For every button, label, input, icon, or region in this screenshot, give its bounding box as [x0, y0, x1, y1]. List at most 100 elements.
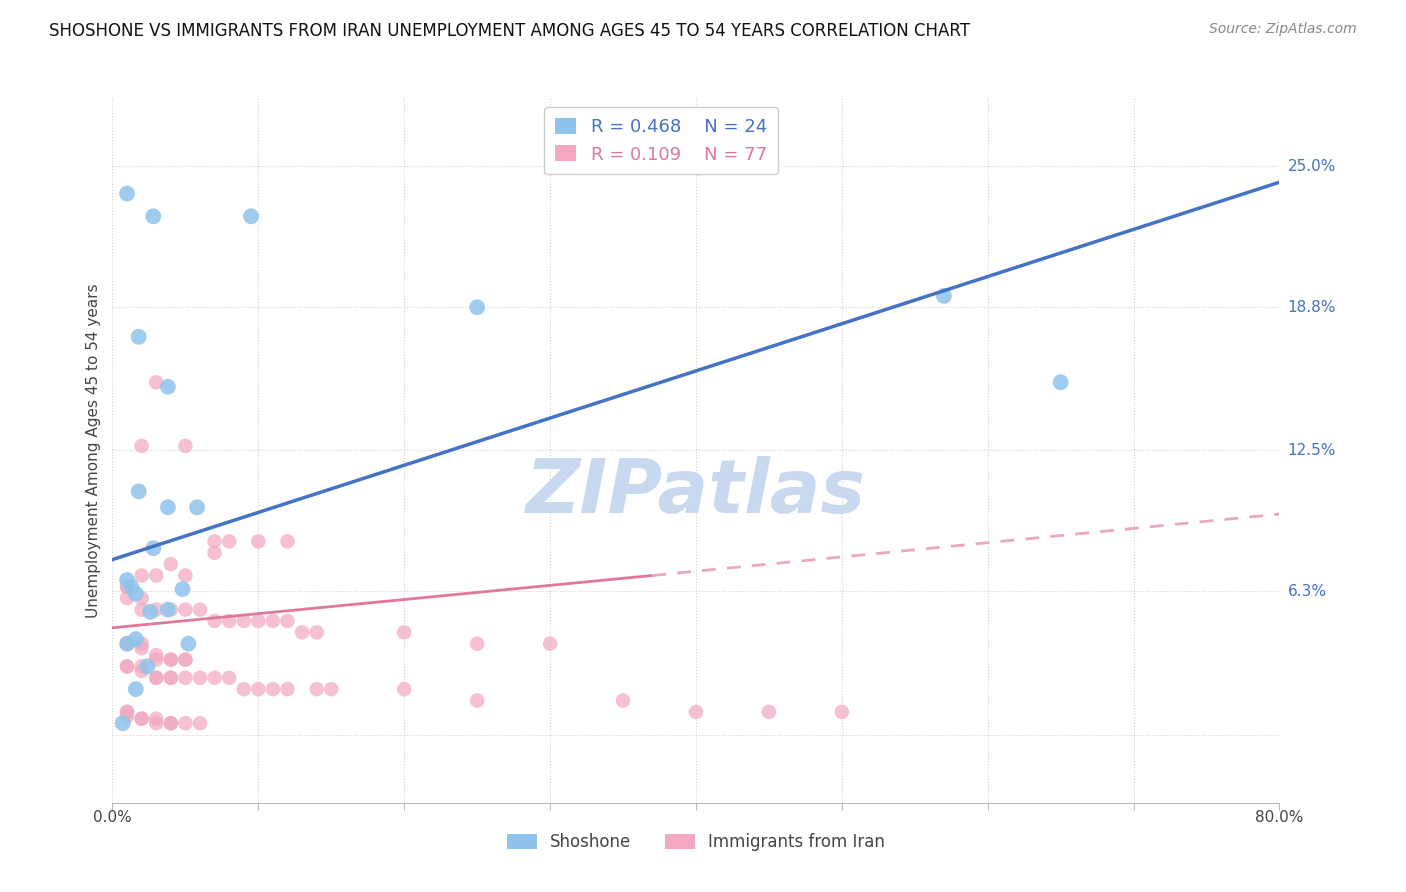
Text: 80.0%: 80.0% [1256, 810, 1303, 824]
Point [139, 605, 162, 619]
Point [115, 659, 138, 673]
Point [131, 664, 153, 678]
Point [156, 380, 179, 394]
Point [188, 671, 211, 685]
Text: Source: ZipAtlas.com: Source: ZipAtlas.com [1209, 22, 1357, 37]
Legend: Shoshone, Immigrants from Iran: Shoshone, Immigrants from Iran [501, 827, 891, 858]
Point [204, 671, 226, 685]
Point [115, 705, 138, 719]
Point [174, 652, 197, 666]
Point [177, 637, 200, 651]
Point [136, 659, 159, 673]
Point [131, 439, 153, 453]
Point [145, 648, 167, 662]
Point [612, 693, 634, 707]
Point [218, 614, 240, 628]
Point [131, 712, 153, 726]
Point [160, 557, 183, 571]
Point [142, 541, 165, 556]
Point [174, 602, 197, 616]
Point [262, 614, 284, 628]
Point [174, 568, 197, 582]
Point [160, 671, 183, 685]
Point [156, 602, 179, 616]
Point [831, 705, 853, 719]
Point [186, 500, 208, 515]
Point [145, 671, 167, 685]
Point [204, 614, 226, 628]
Point [160, 602, 183, 616]
Point [758, 705, 780, 719]
Point [145, 376, 167, 390]
Point [145, 602, 167, 616]
Point [115, 573, 138, 587]
Y-axis label: Unemployment Among Ages 45 to 54 years: Unemployment Among Ages 45 to 54 years [86, 283, 101, 618]
Point [262, 682, 284, 697]
Point [160, 716, 183, 731]
Point [160, 671, 183, 685]
Point [131, 712, 153, 726]
Point [115, 637, 138, 651]
Point [240, 210, 263, 224]
Text: 6.3%: 6.3% [1288, 584, 1327, 599]
Point [465, 693, 488, 707]
Point [120, 580, 142, 594]
Point [204, 534, 226, 549]
Point [174, 652, 197, 666]
Point [160, 652, 183, 666]
Point [394, 682, 416, 697]
Point [145, 568, 167, 582]
Text: 0.0%: 0.0% [93, 810, 132, 824]
Point [128, 484, 150, 499]
Point [188, 602, 211, 616]
Point [160, 716, 183, 731]
Point [465, 637, 488, 651]
Point [145, 671, 167, 685]
Point [204, 546, 226, 560]
Point [932, 289, 955, 303]
Text: 25.0%: 25.0% [1288, 159, 1336, 174]
Point [276, 534, 298, 549]
Point [115, 591, 138, 606]
Point [465, 300, 488, 314]
Point [115, 709, 138, 723]
Point [188, 716, 211, 731]
Point [538, 637, 561, 651]
Point [174, 439, 197, 453]
Point [305, 625, 328, 640]
Point [145, 652, 167, 666]
Point [131, 637, 153, 651]
Point [128, 330, 150, 344]
Point [131, 591, 153, 606]
Point [218, 671, 240, 685]
Point [160, 652, 183, 666]
Text: SHOSHONE VS IMMIGRANTS FROM IRAN UNEMPLOYMENT AMONG AGES 45 TO 54 YEARS CORRELAT: SHOSHONE VS IMMIGRANTS FROM IRAN UNEMPLO… [49, 22, 970, 40]
Point [125, 682, 148, 697]
Point [115, 580, 138, 594]
Point [125, 587, 148, 601]
Point [131, 641, 153, 656]
Point [174, 671, 197, 685]
Point [232, 682, 254, 697]
Text: 18.8%: 18.8% [1288, 300, 1336, 315]
Point [111, 716, 134, 731]
Point [125, 632, 148, 647]
Point [131, 568, 153, 582]
Point [131, 659, 153, 673]
Point [218, 534, 240, 549]
Point [394, 625, 416, 640]
Point [291, 625, 314, 640]
Point [247, 534, 270, 549]
Point [145, 712, 167, 726]
Point [276, 682, 298, 697]
Point [247, 614, 270, 628]
Point [174, 716, 197, 731]
Point [232, 614, 254, 628]
Point [142, 210, 165, 224]
Point [276, 614, 298, 628]
Point [247, 682, 270, 697]
Point [115, 637, 138, 651]
Point [131, 602, 153, 616]
Point [115, 659, 138, 673]
Point [115, 186, 138, 201]
